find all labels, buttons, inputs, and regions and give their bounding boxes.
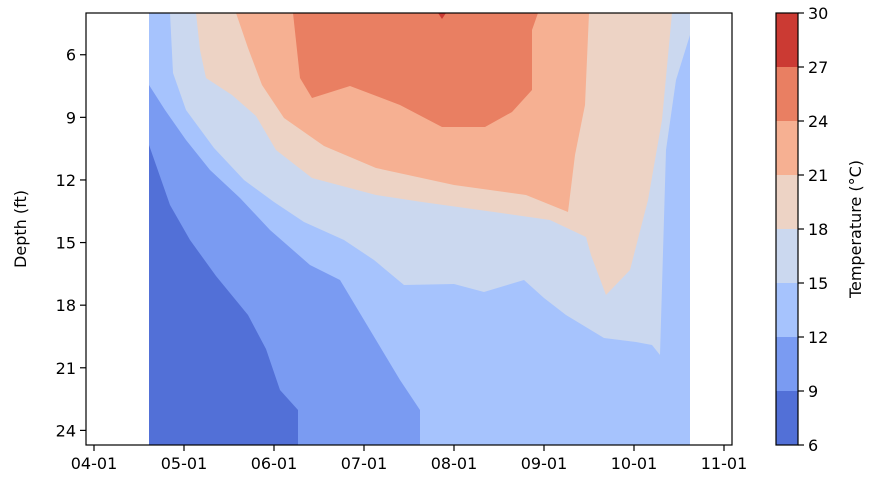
colorbar-tick-label: 15 xyxy=(808,274,828,293)
colorbar-segment xyxy=(776,67,798,121)
contour-bands xyxy=(149,13,690,445)
colorbar-segment xyxy=(776,283,798,337)
x-tick-label: 05-01 xyxy=(161,454,208,473)
y-tick-label: 12 xyxy=(56,171,76,190)
colorbar-segment xyxy=(776,121,798,175)
y-axis: 6 9 12 15 18 21 24 xyxy=(56,46,86,440)
x-tick-label: 07-01 xyxy=(341,454,388,473)
colorbar-tick-label: 24 xyxy=(808,112,828,131)
colorbar-tick-label: 9 xyxy=(808,382,818,401)
y-axis-title: Depth (ft) xyxy=(11,190,30,268)
colorbar-title: Temperature (°C) xyxy=(846,160,865,299)
x-axis: 04-01 05-01 06-01 07-01 08-01 09-01 10-01 11-01 xyxy=(71,445,748,473)
y-tick-label: 6 xyxy=(66,46,76,65)
contour-plot-area xyxy=(85,12,733,446)
colorbar-tick-label: 6 xyxy=(808,436,818,455)
y-tick-label: 24 xyxy=(56,421,76,440)
colorbar-segment xyxy=(776,229,798,283)
y-tick-label: 15 xyxy=(56,234,76,253)
x-tick-label: 10-01 xyxy=(611,454,658,473)
colorbar: 6 9 12 15 18 21 24 27 30 xyxy=(775,4,828,455)
colorbar-segment xyxy=(776,13,798,67)
y-tick-label: 18 xyxy=(56,296,76,315)
x-tick-label: 11-01 xyxy=(701,454,748,473)
plot-frame xyxy=(85,12,733,446)
colorbar-tick-label: 12 xyxy=(808,328,828,347)
colorbar-segment xyxy=(776,391,798,445)
x-tick-label: 04-01 xyxy=(71,454,118,473)
y-tick-label: 21 xyxy=(56,359,76,378)
colorbar-tick-label: 18 xyxy=(808,220,828,239)
x-tick-label: 08-01 xyxy=(431,454,478,473)
y-tick-label: 9 xyxy=(66,108,76,127)
contour-band-27-30 xyxy=(438,13,446,19)
colorbar-tick-label: 30 xyxy=(808,4,828,23)
colorbar-segment xyxy=(776,175,798,229)
x-tick-label: 09-01 xyxy=(521,454,568,473)
colorbar-tick-label: 27 xyxy=(808,58,828,77)
contour-band-24-27 xyxy=(293,13,538,127)
colorbar-tick-label: 21 xyxy=(808,166,828,185)
colorbar-segment xyxy=(776,337,798,391)
x-tick-label: 06-01 xyxy=(251,454,298,473)
